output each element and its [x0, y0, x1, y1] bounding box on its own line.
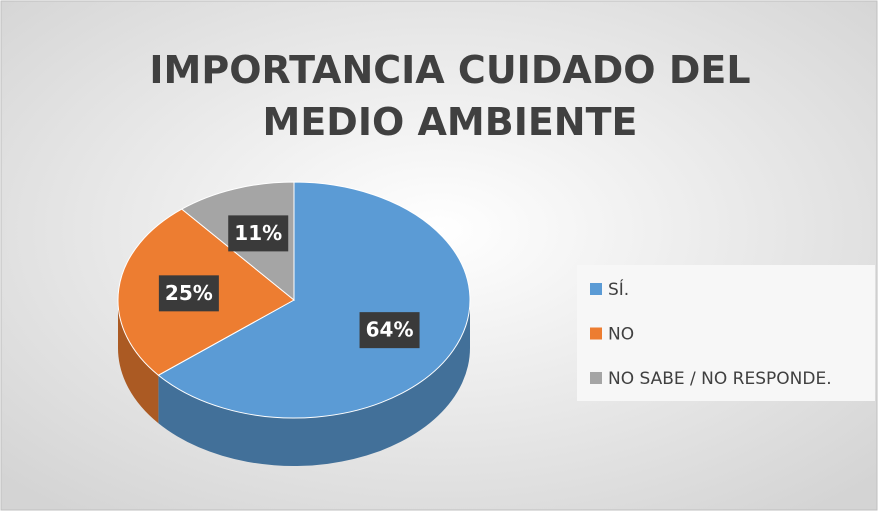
slice-side	[158, 300, 471, 467]
slice-side	[118, 300, 159, 424]
legend-swatch	[590, 372, 602, 384]
data-label: 11%	[234, 221, 282, 245]
legend-label: NO SABE / NO RESPONDE.	[608, 369, 832, 389]
data-label-box	[228, 215, 289, 252]
chart-title: IMPORTANCIA CUIDADO DEL MEDIO AMBIENTE	[149, 48, 750, 144]
legend-box	[577, 265, 875, 401]
data-label-box	[158, 275, 219, 312]
data-label-box	[359, 312, 420, 349]
slice	[157, 181, 471, 419]
data-label: 25%	[165, 281, 213, 305]
legend-swatch	[590, 327, 602, 340]
data-label: 64%	[366, 318, 414, 342]
legend-label: NO	[608, 325, 634, 345]
legend-label: SÍ.	[608, 278, 629, 300]
legend-swatch	[590, 283, 602, 295]
